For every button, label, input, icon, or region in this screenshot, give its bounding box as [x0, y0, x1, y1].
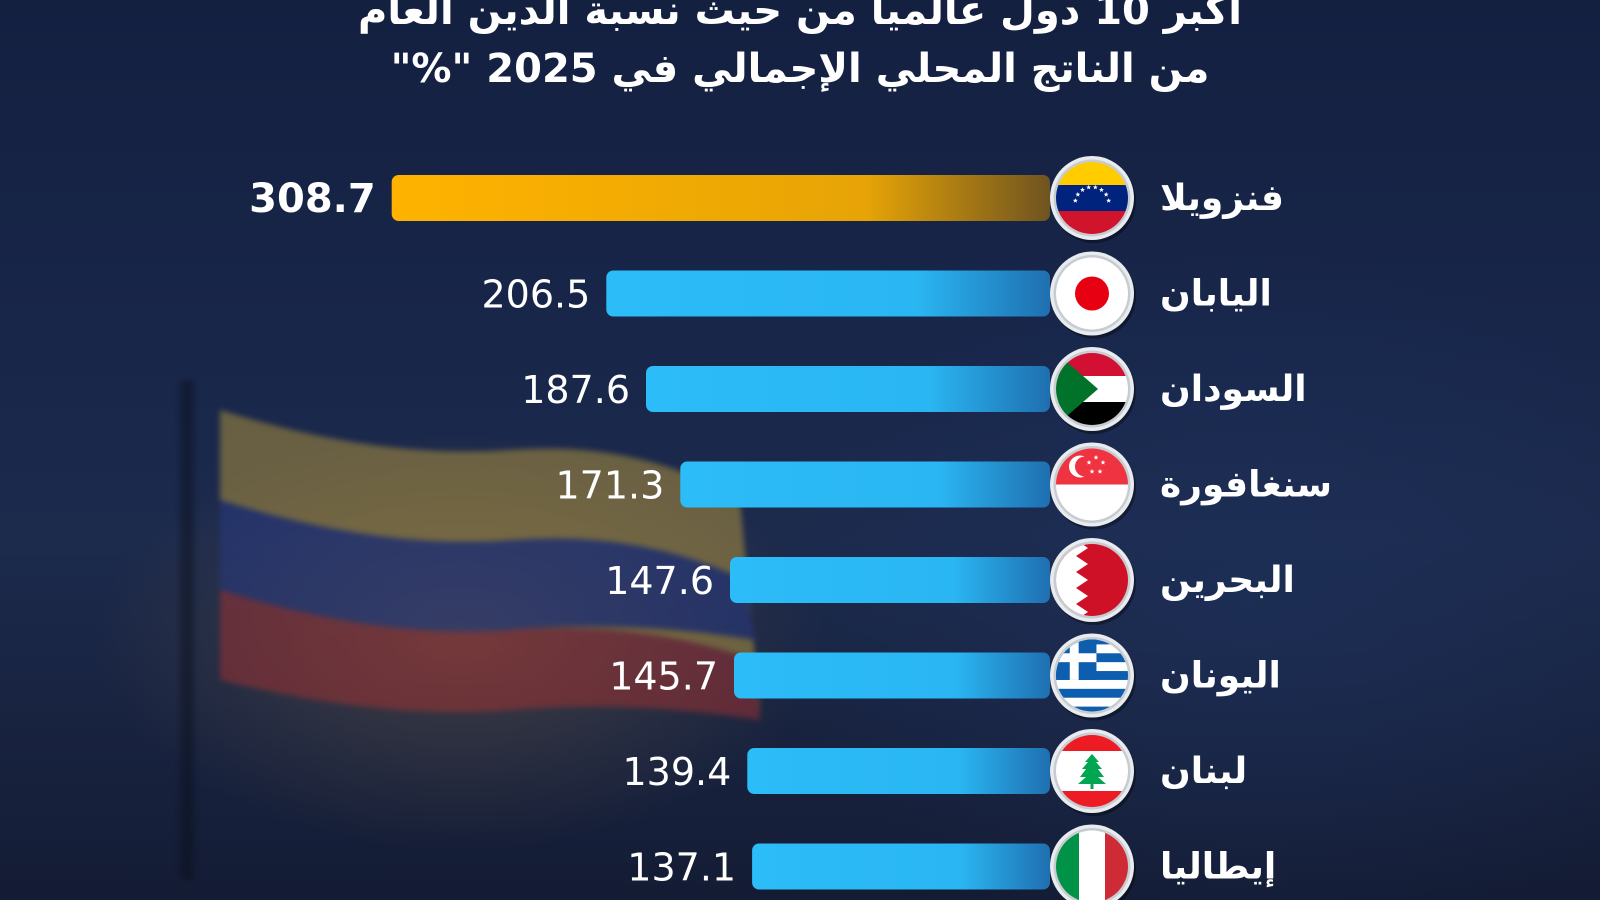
chart-title: أكبر 10 دول عالميا من حيث نسبة الدين الع…: [0, 0, 1600, 98]
chart-row: 137.1 إيطاليا: [627, 824, 1276, 900]
bar: [646, 366, 1050, 412]
greece-flag-icon: [1056, 639, 1128, 712]
venezuela-star-icon: [1103, 191, 1109, 197]
japan-flag-icon: [1056, 257, 1128, 330]
venezuela-star-icon: [1075, 191, 1081, 197]
flag-badge: [1050, 347, 1136, 434]
chart-title-line-2: من الناتج المحلي الإجمالي في 2025 "%": [390, 46, 1210, 92]
bar: [752, 843, 1050, 890]
venezuela-star-icon: [1086, 184, 1092, 190]
chart-row: 147.6 البحرين: [605, 538, 1295, 625]
singapore-star-icon: [1097, 468, 1103, 474]
chart-row: 139.4 لبنان: [623, 729, 1247, 816]
country-label: اليابان: [1160, 274, 1272, 315]
chart-row: 145.7 اليونان: [609, 633, 1281, 721]
country-label: سنغافورة: [1160, 465, 1332, 506]
singapore-star-icon: [1089, 468, 1095, 474]
bar: [734, 652, 1050, 699]
venezuela-star-icon: [1092, 184, 1098, 190]
background-flag-photo: [180, 380, 760, 880]
value-label: 145.7: [609, 655, 718, 699]
singapore-star-icon: [1086, 459, 1092, 465]
bar: [730, 557, 1050, 603]
sudan-flag-icon: [1056, 353, 1128, 425]
country-label: البحرين: [1160, 560, 1295, 601]
value-label: 308.7: [249, 176, 376, 222]
value-label: 187.6: [521, 368, 630, 412]
country-label: اليونان: [1160, 656, 1281, 697]
value-label: 206.5: [482, 273, 591, 317]
flag-badge: [1050, 442, 1136, 530]
value-label: 137.1: [627, 846, 736, 890]
chart-row: 206.5 اليابان: [482, 251, 1272, 339]
country-label: فنزويلا: [1160, 178, 1284, 219]
value-label: 139.4: [623, 750, 732, 794]
bar-highlighted: [391, 175, 1050, 221]
country-label: السودان: [1160, 369, 1307, 410]
lebanon-flag-icon: [1056, 735, 1128, 807]
bar: [606, 270, 1050, 317]
bar: [747, 748, 1050, 794]
country-label: لبنان: [1160, 751, 1247, 792]
value-label: 147.6: [605, 559, 714, 603]
chart-row: 308.7 فنزويلا: [249, 156, 1284, 243]
singapore-star-icon: [1093, 454, 1099, 460]
flag-badge: [1050, 538, 1136, 625]
venezuela-star-icon: [1080, 187, 1086, 192]
bar: [680, 461, 1050, 508]
flag-badge: [1050, 824, 1136, 900]
flag-badge: [1050, 251, 1136, 339]
venezuela-star-icon: [1106, 198, 1112, 203]
venezuela-flag-icon: [1056, 162, 1128, 234]
italy-flag-icon: [1056, 830, 1128, 900]
chart-row: 171.3 سنغافورة: [556, 442, 1332, 530]
venezuela-star-icon: [1072, 198, 1078, 203]
country-label: إيطاليا: [1160, 847, 1276, 888]
flag-badge: [1050, 729, 1136, 816]
chart-title-line-1: أكبر 10 دول عالميا من حيث نسبة الدين الع…: [358, 0, 1242, 34]
flag-badge: [1050, 156, 1136, 243]
value-label: 171.3: [556, 464, 665, 508]
chart-row: 187.6 السودان: [521, 347, 1307, 434]
venezuela-star-icon: [1098, 187, 1104, 192]
singapore-star-icon: [1100, 459, 1106, 465]
flag-badge: [1050, 633, 1136, 721]
